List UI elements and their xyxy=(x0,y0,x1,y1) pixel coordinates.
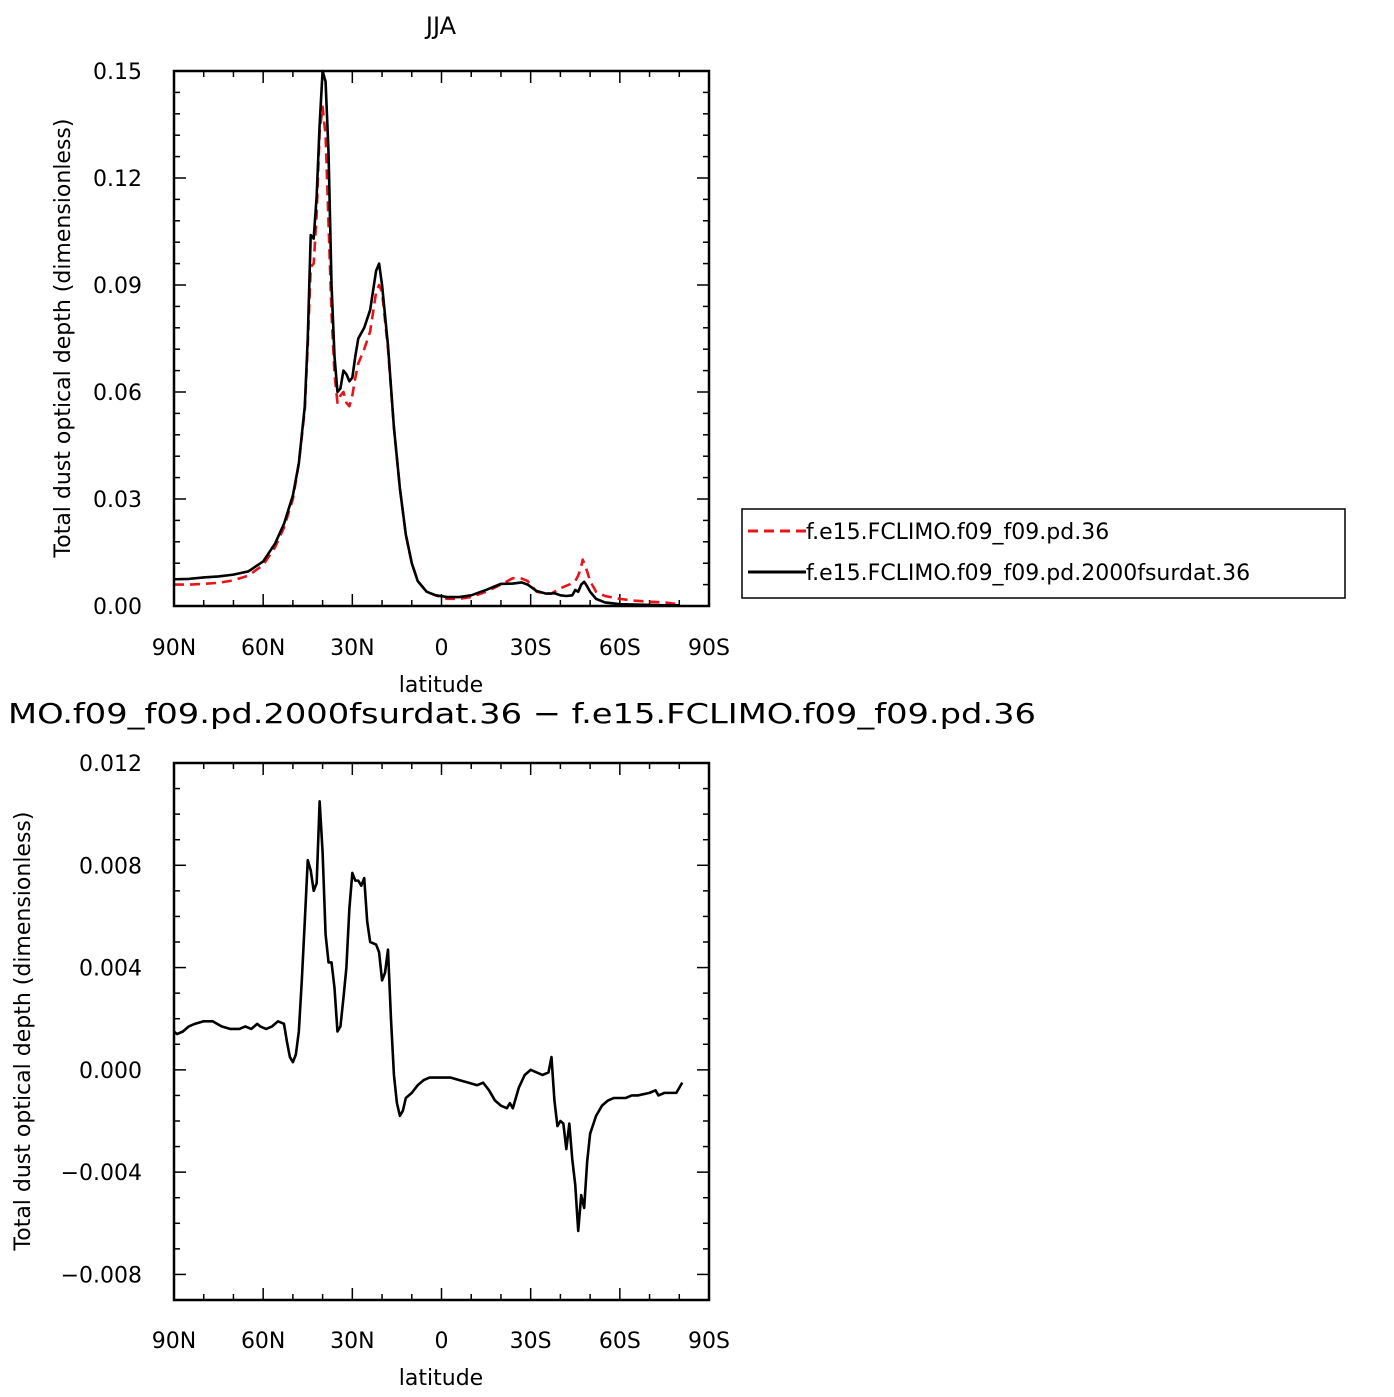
top-y-axis-label: Total dust optical depth (dimensionless) xyxy=(51,119,76,559)
bottom-x-tick-label: 0 xyxy=(435,1329,449,1354)
top-x-axis-label: latitude xyxy=(399,673,483,698)
bottom-x-tick-label: 30N xyxy=(330,1329,374,1354)
top-y-tick-label: 0.00 xyxy=(93,595,142,620)
legend-label-pd36: f.e15.FCLIMO.f09_f09.pd.36 xyxy=(806,520,1109,545)
top-ticks xyxy=(173,70,710,607)
legend: f.e15.FCLIMO.f09_f09.pd.36 f.e15.FCLIMO.… xyxy=(741,508,1346,599)
top-y-tick-labels: 0.00 0.03 0.06 0.09 0.12 0.15 xyxy=(93,60,142,620)
bottom-x-tick-label: 90S xyxy=(688,1329,730,1354)
legend-box xyxy=(741,508,1346,599)
legend-label-2000fsurdat: f.e15.FCLIMO.f09_f09.pd.2000fsurdat.36 xyxy=(806,561,1250,586)
top-plot-frame xyxy=(172,69,711,608)
bottom-x-tick-label: 60N xyxy=(241,1329,285,1354)
top-chart: JJA 0.00 0.03 0.06 0.09 0.12 0.15 90N 60N 30N 0 3… xyxy=(51,12,730,698)
bottom-x-tick-label: 60S xyxy=(599,1329,641,1354)
bottom-x-tick-labels: 90N 60N 30N 0 30S 60S 90S xyxy=(152,1329,730,1354)
top-x-tick-labels: 90N 60N 30N 0 30S 60S 90S xyxy=(152,636,730,661)
bottom-chart: MO.f09_f09.pd.2000fsurdat.36 − f.e15.FCL… xyxy=(8,697,1036,1391)
bottom-x-tick-label: 90N xyxy=(152,1329,196,1354)
top-y-tick-label: 0.15 xyxy=(93,60,142,85)
bottom-y-axis-label: Total dust optical depth (dimensionless) xyxy=(11,812,36,1252)
bottom-x-tick-label: 30S xyxy=(510,1329,552,1354)
top-x-tick-label: 60S xyxy=(599,636,641,661)
bottom-series-lines xyxy=(173,800,684,1233)
bottom-y-tick-label: −0.008 xyxy=(61,1263,142,1288)
top-chart-title: JJA xyxy=(424,12,457,40)
bottom-y-tick-label: 0.004 xyxy=(79,957,142,982)
top-x-tick-label: 30N xyxy=(330,636,374,661)
top-series-line-1 xyxy=(174,105,680,606)
bottom-series-line-1 xyxy=(173,800,684,1233)
bottom-y-tick-label: 0.008 xyxy=(79,854,142,879)
bottom-plot-frame xyxy=(172,761,711,1302)
bottom-y-tick-label: 0.000 xyxy=(79,1059,142,1084)
bottom-y-tick-label: −0.004 xyxy=(61,1161,142,1186)
top-y-tick-label: 0.03 xyxy=(93,488,142,513)
bottom-y-tick-label: 0.012 xyxy=(79,752,142,777)
top-x-tick-label: 60N xyxy=(241,636,285,661)
top-y-tick-label: 0.06 xyxy=(93,381,142,406)
bottom-y-tick-labels: 0.012 0.008 0.004 0.000 −0.004 −0.008 xyxy=(61,752,142,1288)
top-series-line-2 xyxy=(173,69,680,607)
top-series-lines xyxy=(173,69,680,607)
bottom-chart-title: MO.f09_f09.pd.2000fsurdat.36 − f.e15.FCL… xyxy=(8,697,1036,730)
top-x-tick-label: 30S xyxy=(510,636,552,661)
bottom-x-axis-label: latitude xyxy=(399,1366,483,1391)
top-y-tick-label: 0.12 xyxy=(93,167,142,192)
top-x-tick-label: 90S xyxy=(688,636,730,661)
top-y-tick-label: 0.09 xyxy=(93,274,142,299)
top-x-tick-label: 0 xyxy=(435,636,449,661)
bottom-ticks xyxy=(173,762,710,1301)
top-x-tick-label: 90N xyxy=(152,636,196,661)
